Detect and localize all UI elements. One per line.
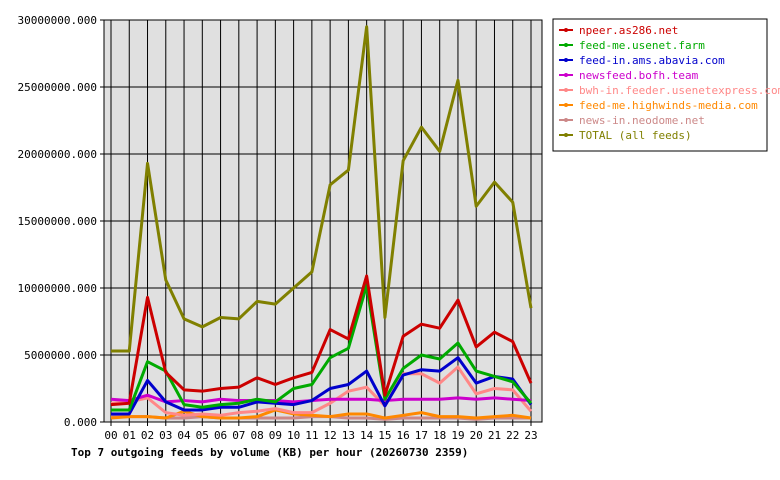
x-tick-label: 05 bbox=[196, 429, 209, 442]
series-line-7 bbox=[111, 25, 533, 353]
x-tick-label: 00 bbox=[104, 429, 117, 442]
x-tick-label: 23 bbox=[524, 429, 537, 442]
x-tick-label: 20 bbox=[470, 429, 483, 442]
grid bbox=[104, 19, 542, 423]
series-line-4 bbox=[110, 365, 533, 417]
x-tick-label: 21 bbox=[488, 429, 501, 442]
x-tick-label: 04 bbox=[177, 429, 191, 442]
x-tick-label: 16 bbox=[397, 429, 410, 442]
series-lines bbox=[110, 25, 533, 421]
legend-label: TOTAL (all feeds) bbox=[579, 129, 692, 142]
legend-label: bwh-in.feeder.usenetexpress.com bbox=[579, 84, 780, 97]
legend-marker bbox=[564, 73, 568, 77]
legend-marker bbox=[564, 28, 568, 32]
y-tick-label: 10000000.000 bbox=[18, 282, 97, 295]
legend-label: feed-in.ams.abavia.com bbox=[579, 54, 725, 67]
y-tick-label: 5000000.000 bbox=[24, 349, 97, 362]
x-tick-label: 02 bbox=[141, 429, 154, 442]
x-tick-label: 03 bbox=[159, 429, 172, 442]
x-tick-label: 13 bbox=[342, 429, 355, 442]
legend-marker bbox=[564, 103, 568, 107]
legend-marker bbox=[564, 88, 568, 92]
x-tick-label: 22 bbox=[506, 429, 519, 442]
legend-label: newsfeed.bofh.team bbox=[579, 69, 699, 82]
plot-border bbox=[103, 19, 543, 423]
series-line-1 bbox=[111, 283, 533, 412]
x-tick-label: 01 bbox=[123, 429, 136, 442]
legend-marker bbox=[564, 58, 568, 62]
legend-marker bbox=[564, 43, 568, 47]
legend-label: feed-me.usenet.farm bbox=[579, 39, 705, 52]
x-tick-label: 10 bbox=[287, 429, 300, 442]
series-line-2 bbox=[111, 356, 533, 416]
legend-label: npeer.as286.net bbox=[579, 24, 678, 37]
legend-marker bbox=[564, 133, 568, 137]
x-tick-label: 11 bbox=[305, 429, 318, 442]
y-tick-label: 20000000.000 bbox=[18, 148, 97, 161]
x-tick-label: 18 bbox=[433, 429, 446, 442]
legend: npeer.as286.net feed-me.usenet.farm feed-i… bbox=[552, 18, 780, 152]
x-tick-label: 08 bbox=[250, 429, 263, 442]
x-tick-label: 09 bbox=[269, 429, 282, 442]
x-tick-label: 14 bbox=[360, 429, 374, 442]
y-tick-label: 15000000.000 bbox=[18, 215, 97, 228]
x-tick-label: 17 bbox=[415, 429, 428, 442]
legend-box bbox=[552, 18, 768, 152]
legend-label: feed-me.highwinds-media.com bbox=[579, 99, 758, 112]
chart-title: Top 7 outgoing feeds by volume (KB) per … bbox=[71, 446, 468, 459]
x-tick-label: 06 bbox=[214, 429, 227, 442]
series-line-0 bbox=[110, 274, 533, 407]
y-tick-label: 25000000.000 bbox=[18, 81, 97, 94]
series-line-5 bbox=[110, 408, 532, 420]
y-tick-label: 30000000.000 bbox=[18, 14, 97, 27]
x-tick-label: 19 bbox=[451, 429, 464, 442]
x-tick-label: 15 bbox=[378, 429, 391, 442]
legend-label: news-in.neodome.net bbox=[579, 114, 705, 127]
y-tick-label: 0.000 bbox=[64, 416, 97, 429]
x-tick-label: 07 bbox=[232, 429, 245, 442]
legend-marker bbox=[564, 118, 568, 122]
y-axis-ticks: 0.000 5000000.000 10000000.000 15000000.000… bbox=[18, 14, 104, 429]
x-tick-label: 12 bbox=[324, 429, 337, 442]
x-axis-ticks: 00 01 02 03 04 05 06 07 08 09 10 11 12 13 14 15 16 17 18 19… bbox=[104, 422, 538, 442]
